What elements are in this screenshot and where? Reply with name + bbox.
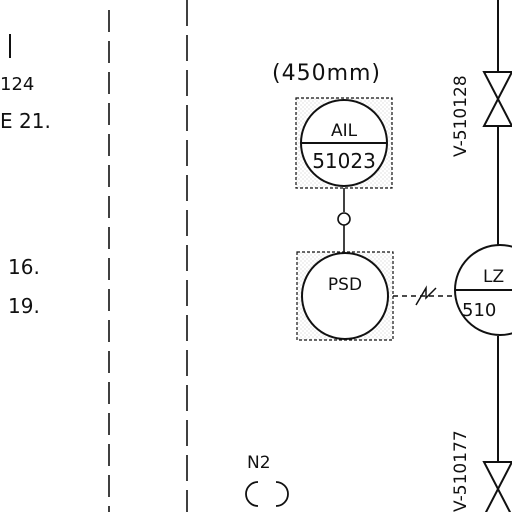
instrument-tag: AIL	[331, 121, 358, 141]
instrument-psd: PSD	[296, 251, 394, 341]
instrument-number: 51023	[312, 149, 376, 173]
gate-valve-icon	[482, 461, 512, 517]
instrument-bubble	[301, 252, 389, 340]
valve-tag-lower: V-510177	[451, 430, 471, 512]
software-link-node	[337, 212, 351, 226]
signal-arrow-icon	[415, 285, 437, 306]
instrument-lz-510: LZ 510	[454, 244, 512, 336]
left-text-e21: E 21.	[0, 109, 51, 133]
valve-body-top	[482, 461, 512, 492]
utility-connection-icon	[245, 481, 289, 507]
valve-tag-upper: V-510128	[451, 75, 471, 157]
left-text-19: 19.	[8, 294, 40, 318]
valve-body-top	[482, 71, 512, 102]
gate-valve-icon	[482, 71, 512, 127]
valve-body-bottom	[482, 96, 512, 127]
left-text-16: 16.	[8, 255, 40, 279]
instrument-ail-51023: AIL 51023	[295, 97, 393, 189]
instrument-tag: LZ	[483, 267, 504, 287]
instrument-number: 510	[462, 300, 496, 321]
valve-body-bottom	[482, 486, 512, 517]
left-text-124: 124	[0, 74, 34, 95]
instrument-tag: PSD	[328, 275, 362, 295]
n2-label: N2	[247, 453, 271, 473]
size-note: (450mm)	[272, 61, 381, 86]
